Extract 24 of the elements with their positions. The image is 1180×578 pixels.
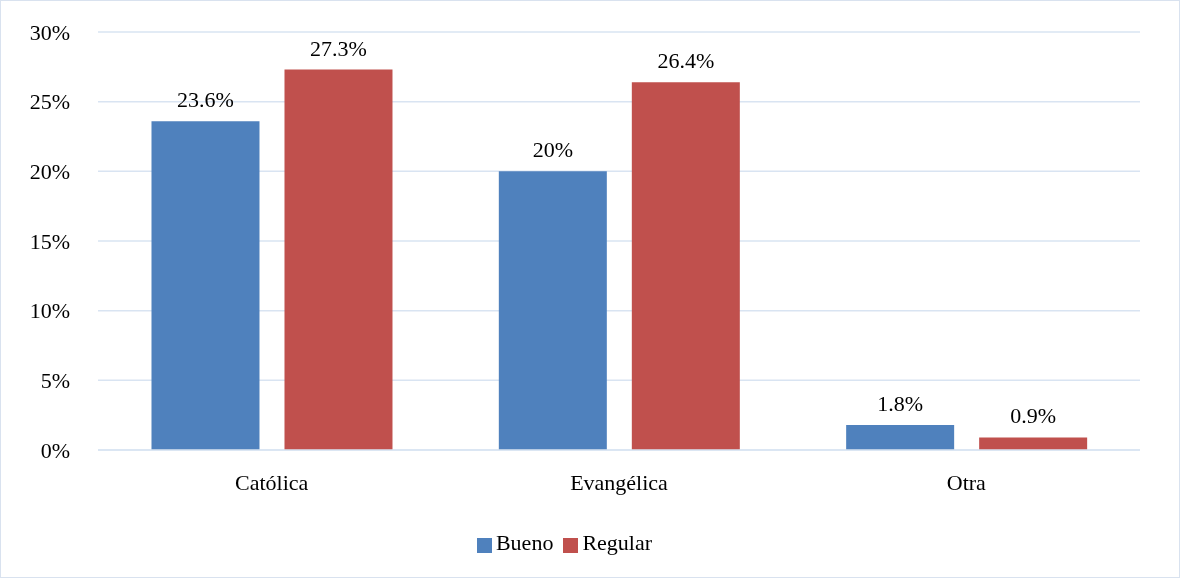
y-tick-label: 25% [29,88,70,114]
data-label: 27.3% [309,35,367,61]
x-tick-label: Evangélica [569,469,668,495]
data-label: 23.6% [176,86,234,112]
bar [845,424,954,450]
bar [498,170,607,450]
x-tick-label: Otra [946,469,986,495]
data-label: 20% [532,136,573,162]
y-tick-label: 0% [40,437,70,463]
bar [631,81,740,450]
legend-label: Bueno [495,529,554,555]
bar [283,69,392,450]
y-tick-label: 30% [29,19,70,45]
y-tick-label: 5% [40,367,70,393]
y-tick-label: 10% [29,297,70,323]
x-tick-label: Católica [234,469,309,495]
bar [978,436,1087,450]
bar [150,120,259,450]
data-label: 1.8% [876,390,923,416]
data-label: 0.9% [1009,402,1056,428]
legend-label: Regular [582,529,653,555]
y-tick-label: 20% [29,158,70,184]
y-tick-label: 15% [29,228,70,254]
data-label: 26.4% [656,47,714,73]
